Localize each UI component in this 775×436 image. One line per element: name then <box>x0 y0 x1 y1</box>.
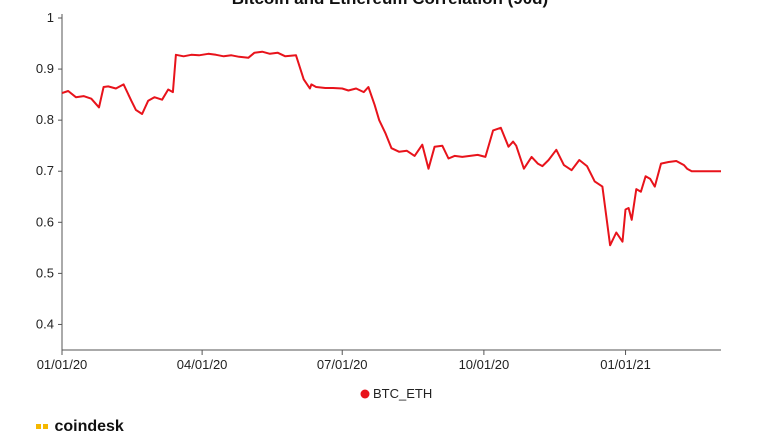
y-tick-label: 0.5 <box>36 265 54 280</box>
y-tick-label: 1 <box>47 10 54 25</box>
x-tick-label: 10/01/20 <box>459 357 510 372</box>
y-tick-label: 0.4 <box>36 316 54 331</box>
y-tick-label: 0.9 <box>36 61 54 76</box>
x-tick-label: 01/01/20 <box>37 357 88 372</box>
y-tick-label: 0.7 <box>36 163 54 178</box>
x-tick-label: 07/01/20 <box>317 357 368 372</box>
plot-area <box>61 50 721 247</box>
legend[interactable]: BTC_ETH <box>360 386 433 401</box>
x-axis: 01/01/20 04/01/20 07/01/20 10/01/20 01/01/21 <box>37 349 721 372</box>
legend-label: BTC_ETH <box>373 386 432 401</box>
x-tick-label: 04/01/20 <box>177 357 228 372</box>
logo-dot-icon <box>36 424 41 430</box>
y-axis: 0.4 0.5 0.6 0.7 0.8 0.9 1 <box>36 10 63 350</box>
brand-name: coindesk <box>54 418 124 435</box>
logo-dot-icon <box>43 424 48 430</box>
y-tick-label: 0.6 <box>36 214 54 229</box>
x-tick-label: 01/01/21 <box>600 357 651 372</box>
chart-title: Bitcoin and Ethereum Correlation (90d) <box>232 0 548 8</box>
brand-logo: coindesk <box>36 418 124 436</box>
legend-marker-icon <box>360 389 370 399</box>
y-tick-label: 0.8 <box>36 112 54 127</box>
series-line-btc-eth <box>61 50 721 247</box>
